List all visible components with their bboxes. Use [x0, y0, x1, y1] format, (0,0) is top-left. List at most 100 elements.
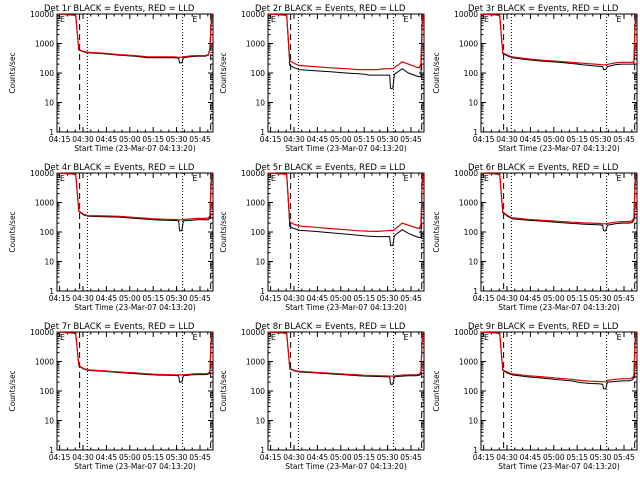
x-tick-label: 04:15	[473, 294, 495, 303]
top-marker-label: E	[404, 174, 409, 183]
y-tick-label: 10	[468, 258, 478, 267]
y-tick-label: 100	[251, 69, 266, 78]
lld-series-line	[267, 172, 425, 233]
x-tick-label: 05:45	[400, 294, 422, 303]
x-tick-label: 05:00	[119, 135, 141, 144]
x-tick-label: 04:30	[72, 453, 94, 462]
top-marker-label: E	[404, 15, 409, 24]
y-tick-label: 10000	[30, 10, 54, 19]
x-tick-label: 05:00	[119, 294, 141, 303]
y-axis-label: Counts/sec	[432, 370, 441, 411]
lld-series-line	[267, 331, 425, 377]
detector-panel-6: Det 6r BLACK = Events, RED = LLD 1 10 100 10…	[432, 163, 638, 312]
y-tick-label: 10000	[30, 328, 54, 337]
x-tick-label: 05:00	[330, 294, 352, 303]
x-tick-label: 05:00	[543, 453, 565, 462]
plot-frame	[480, 331, 638, 451]
events-series-line	[267, 172, 425, 246]
y-tick-label: 100	[464, 228, 479, 237]
top-marker-label: E	[404, 333, 409, 342]
events-series-line	[56, 172, 214, 232]
top-marker-label: E	[617, 174, 622, 183]
y-axis-label: Counts/sec	[219, 211, 228, 252]
y-tick-label: 10000	[241, 328, 265, 337]
x-tick-label: 05:45	[189, 453, 211, 462]
y-axis-label: Counts/sec	[432, 52, 441, 93]
x-tick-label: 05:15	[566, 453, 588, 462]
y-tick-label: 100	[40, 69, 55, 78]
x-tick-label: 05:00	[543, 294, 565, 303]
y-axis-label: Counts/sec	[8, 211, 17, 252]
y-axis-label: Counts/sec	[432, 211, 441, 252]
top-marker-label: E	[193, 15, 198, 24]
x-tick-label: 05:30	[166, 453, 188, 462]
y-tick-label: 1000	[246, 199, 265, 208]
y-tick-label: 10	[44, 99, 54, 108]
x-tick-label: 05:30	[377, 453, 399, 462]
x-tick-label: 05:45	[613, 135, 635, 144]
x-tick-label: 04:45	[96, 135, 118, 144]
x-tick-label: 05:30	[166, 135, 188, 144]
y-tick-label: 1000	[246, 40, 265, 49]
lld-series-line	[480, 13, 638, 66]
top-marker-label: E	[484, 15, 489, 24]
y-tick-label: 10	[255, 258, 265, 267]
lld-series-line	[56, 13, 214, 58]
x-tick-label: 04:30	[72, 294, 94, 303]
x-tick-label: 05:00	[330, 453, 352, 462]
x-tick-label: 04:45	[96, 294, 118, 303]
y-tick-label: 10000	[454, 10, 478, 19]
top-marker-label: E	[484, 333, 489, 342]
x-tick-label: 04:30	[283, 453, 305, 462]
x-tick-label: 04:30	[496, 135, 518, 144]
x-tick-label: 05:00	[543, 135, 565, 144]
plot-frame	[267, 331, 425, 451]
panel-title: Det 7r BLACK = Events, RED = LLD	[44, 322, 195, 332]
top-marker-label: E	[271, 333, 276, 342]
x-tick-label: 04:15	[49, 135, 71, 144]
x-tick-label: 05:30	[590, 453, 612, 462]
x-tick-label: 04:45	[520, 135, 542, 144]
x-tick-label: 04:45	[520, 453, 542, 462]
x-tick-label: 04:30	[496, 294, 518, 303]
y-axis-label: Counts/sec	[219, 370, 228, 411]
x-axis-label: Start Time (23-Mar-07 04:13:20)	[74, 462, 196, 471]
events-series-line	[267, 331, 425, 385]
plot-frame	[267, 172, 425, 292]
x-tick-label: 04:30	[496, 453, 518, 462]
x-tick-label: 05:45	[189, 294, 211, 303]
y-tick-label: 10	[44, 417, 54, 426]
x-tick-label: 04:15	[49, 294, 71, 303]
y-tick-label: 1	[49, 128, 54, 137]
events-series-line	[480, 331, 638, 390]
y-axis-label: Counts/sec	[8, 370, 17, 411]
top-marker-label: E	[60, 333, 65, 342]
x-axis-label: Start Time (23-Mar-07 04:13:20)	[498, 462, 620, 471]
x-tick-label: 04:30	[72, 135, 94, 144]
panel-title: Det 6r BLACK = Events, RED = LLD	[468, 163, 619, 173]
y-tick-label: 1	[49, 446, 54, 455]
x-tick-label: 04:15	[473, 453, 495, 462]
top-marker-label: E	[60, 174, 65, 183]
detector-panel-5: Det 5r BLACK = Events, RED = LLD 1 10 100 10…	[219, 163, 425, 312]
top-marker-label: E	[60, 15, 65, 24]
x-tick-label: 05:45	[613, 453, 635, 462]
plot-frame	[56, 331, 214, 451]
x-tick-label: 04:15	[260, 294, 282, 303]
x-tick-label: 05:45	[613, 294, 635, 303]
detector-panel-4: Det 4r BLACK = Events, RED = LLD 1 10 100 10…	[8, 163, 214, 312]
x-tick-label: 04:15	[49, 453, 71, 462]
top-marker-label: E	[617, 333, 622, 342]
detector-panel-3: Det 3r BLACK = Events, RED = LLD 1 10 100 10…	[432, 4, 638, 153]
x-tick-label: 05:15	[353, 135, 375, 144]
y-tick-label: 100	[251, 228, 266, 237]
detector-panel-8: Det 8r BLACK = Events, RED = LLD 1 10 100 10…	[219, 322, 425, 471]
y-tick-label: 1000	[459, 40, 478, 49]
x-tick-label: 05:15	[142, 453, 164, 462]
x-tick-label: 05:15	[353, 294, 375, 303]
x-axis-label: Start Time (23-Mar-07 04:13:20)	[285, 303, 407, 312]
panel-title: Det 4r BLACK = Events, RED = LLD	[44, 163, 195, 173]
x-tick-label: 04:45	[307, 135, 329, 144]
events-series-line	[480, 13, 638, 71]
y-tick-label: 1	[260, 128, 265, 137]
